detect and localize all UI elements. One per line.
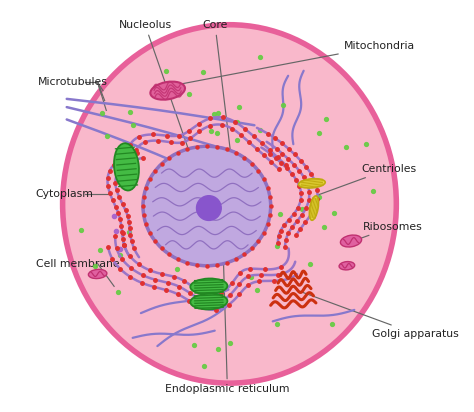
Ellipse shape: [114, 143, 139, 190]
Text: Core: Core: [202, 20, 231, 158]
Ellipse shape: [299, 179, 325, 188]
Ellipse shape: [339, 262, 355, 270]
Text: Microtubules: Microtubules: [38, 77, 108, 87]
Text: Centrioles: Centrioles: [319, 164, 417, 195]
Text: Mitochondria: Mitochondria: [170, 41, 415, 86]
Text: Endoplasmic reticulum: Endoplasmic reticulum: [165, 258, 290, 394]
Ellipse shape: [88, 269, 107, 279]
Ellipse shape: [63, 25, 396, 383]
Circle shape: [197, 196, 221, 220]
Ellipse shape: [340, 235, 362, 247]
Text: Ribosomes: Ribosomes: [356, 222, 423, 240]
Ellipse shape: [310, 196, 319, 220]
Text: Cell membrane: Cell membrane: [36, 259, 119, 269]
Ellipse shape: [143, 146, 271, 266]
Text: Nucleolus: Nucleolus: [118, 20, 208, 206]
Text: Cytoplasm: Cytoplasm: [36, 189, 94, 199]
Ellipse shape: [191, 294, 228, 309]
Text: Golgi apparatus: Golgi apparatus: [300, 291, 458, 339]
Ellipse shape: [150, 82, 185, 100]
Ellipse shape: [191, 279, 228, 294]
